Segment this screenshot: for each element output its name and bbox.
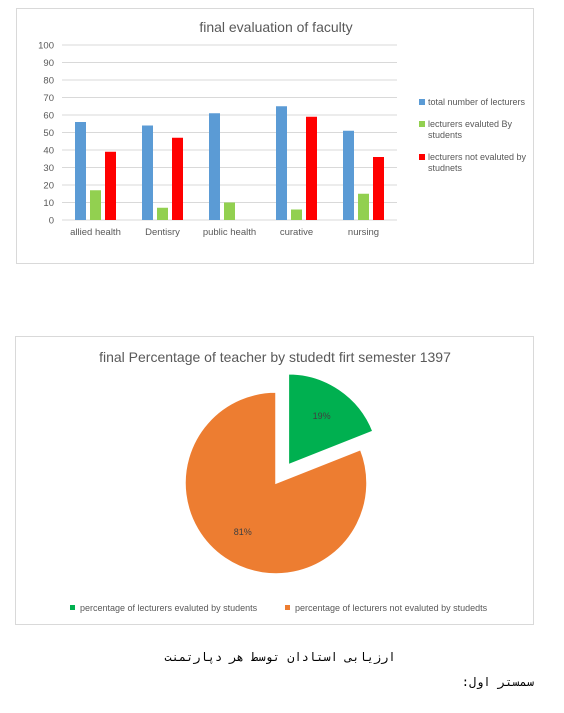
y-tick-label: 100 — [38, 41, 54, 52]
bar — [209, 113, 220, 220]
pie-slices — [184, 373, 374, 575]
pie-data-label: 19% — [313, 411, 331, 421]
legend-swatch — [285, 605, 290, 610]
legend-label: percentage of lecturers not evaluted by … — [295, 603, 488, 613]
bar — [343, 130, 354, 220]
pie-legend: percentage of lecturers evaluted by stud… — [70, 603, 488, 613]
legend-label: lecturers not evaluted by — [428, 152, 527, 162]
bar — [75, 122, 86, 220]
x-tick-label: curative — [280, 227, 313, 238]
pie-chart-title: final Percentage of teacher by studedt f… — [99, 349, 451, 365]
legend-label: students — [428, 130, 463, 140]
pie-slice — [287, 373, 374, 466]
bar-chart-title: final evaluation of faculty — [199, 19, 352, 35]
legend-swatch — [70, 605, 75, 610]
bar-chart: final evaluation of faculty 0 10 20 30 40 50 6… — [38, 19, 527, 238]
y-tick-label: 50 — [43, 128, 54, 139]
x-tick-labels: allied health Dentisry public health curati… — [70, 227, 379, 238]
y-tick-label: 80 — [43, 76, 54, 87]
bar — [157, 207, 168, 220]
caption-main: ارزیابی استادان توسط هر دپارتمنت — [164, 650, 396, 664]
legend-label: total number of lecturers — [428, 97, 526, 107]
pie-chart-panel: final Percentage of teacher by studedt f… — [15, 336, 534, 625]
y-tick-label: 40 — [43, 146, 54, 157]
bar — [142, 125, 153, 220]
caption-sub: سمستر اول: — [461, 675, 534, 689]
y-tick-label: 0 — [49, 216, 54, 227]
bar — [224, 202, 235, 220]
x-tick-label: Dentisry — [145, 227, 180, 238]
y-tick-label: 60 — [43, 111, 54, 122]
x-tick-label: allied health — [70, 227, 121, 238]
bar — [172, 137, 183, 220]
legend-label: lecturers evaluted By — [428, 119, 513, 129]
legend-swatch — [419, 121, 425, 127]
y-tick-label: 10 — [43, 198, 54, 209]
y-tick-label: 90 — [43, 58, 54, 69]
bar — [373, 157, 384, 220]
bar — [276, 106, 287, 220]
y-tick-labels: 0 10 20 30 40 50 60 70 80 90 100 — [38, 41, 54, 227]
pie-chart: final Percentage of teacher by studedt f… — [70, 349, 488, 613]
y-gridlines — [62, 44, 397, 221]
bar-chart-panel: final evaluation of faculty 0 10 20 30 40 50 6… — [16, 8, 534, 264]
bar — [358, 193, 369, 220]
bar — [306, 116, 317, 220]
legend-label: studnets — [428, 163, 463, 173]
y-tick-label: 20 — [43, 181, 54, 192]
legend-swatch — [419, 99, 425, 105]
y-tick-label: 70 — [43, 93, 54, 104]
pie-data-labels: 19% 81% — [234, 411, 331, 537]
bar-legend: total number of lecturers lecturers evalu… — [419, 97, 527, 173]
pie-slice — [184, 391, 368, 575]
x-tick-label: public health — [203, 227, 256, 238]
bar — [90, 190, 101, 220]
y-tick-label: 30 — [43, 163, 54, 174]
legend-swatch — [419, 154, 425, 160]
bar — [291, 209, 302, 220]
x-tick-label: nursing — [348, 227, 379, 238]
legend-label: percentage of lecturers evaluted by stud… — [80, 603, 258, 613]
bar — [105, 151, 116, 220]
bars — [75, 106, 384, 220]
pie-data-label: 81% — [234, 527, 252, 537]
